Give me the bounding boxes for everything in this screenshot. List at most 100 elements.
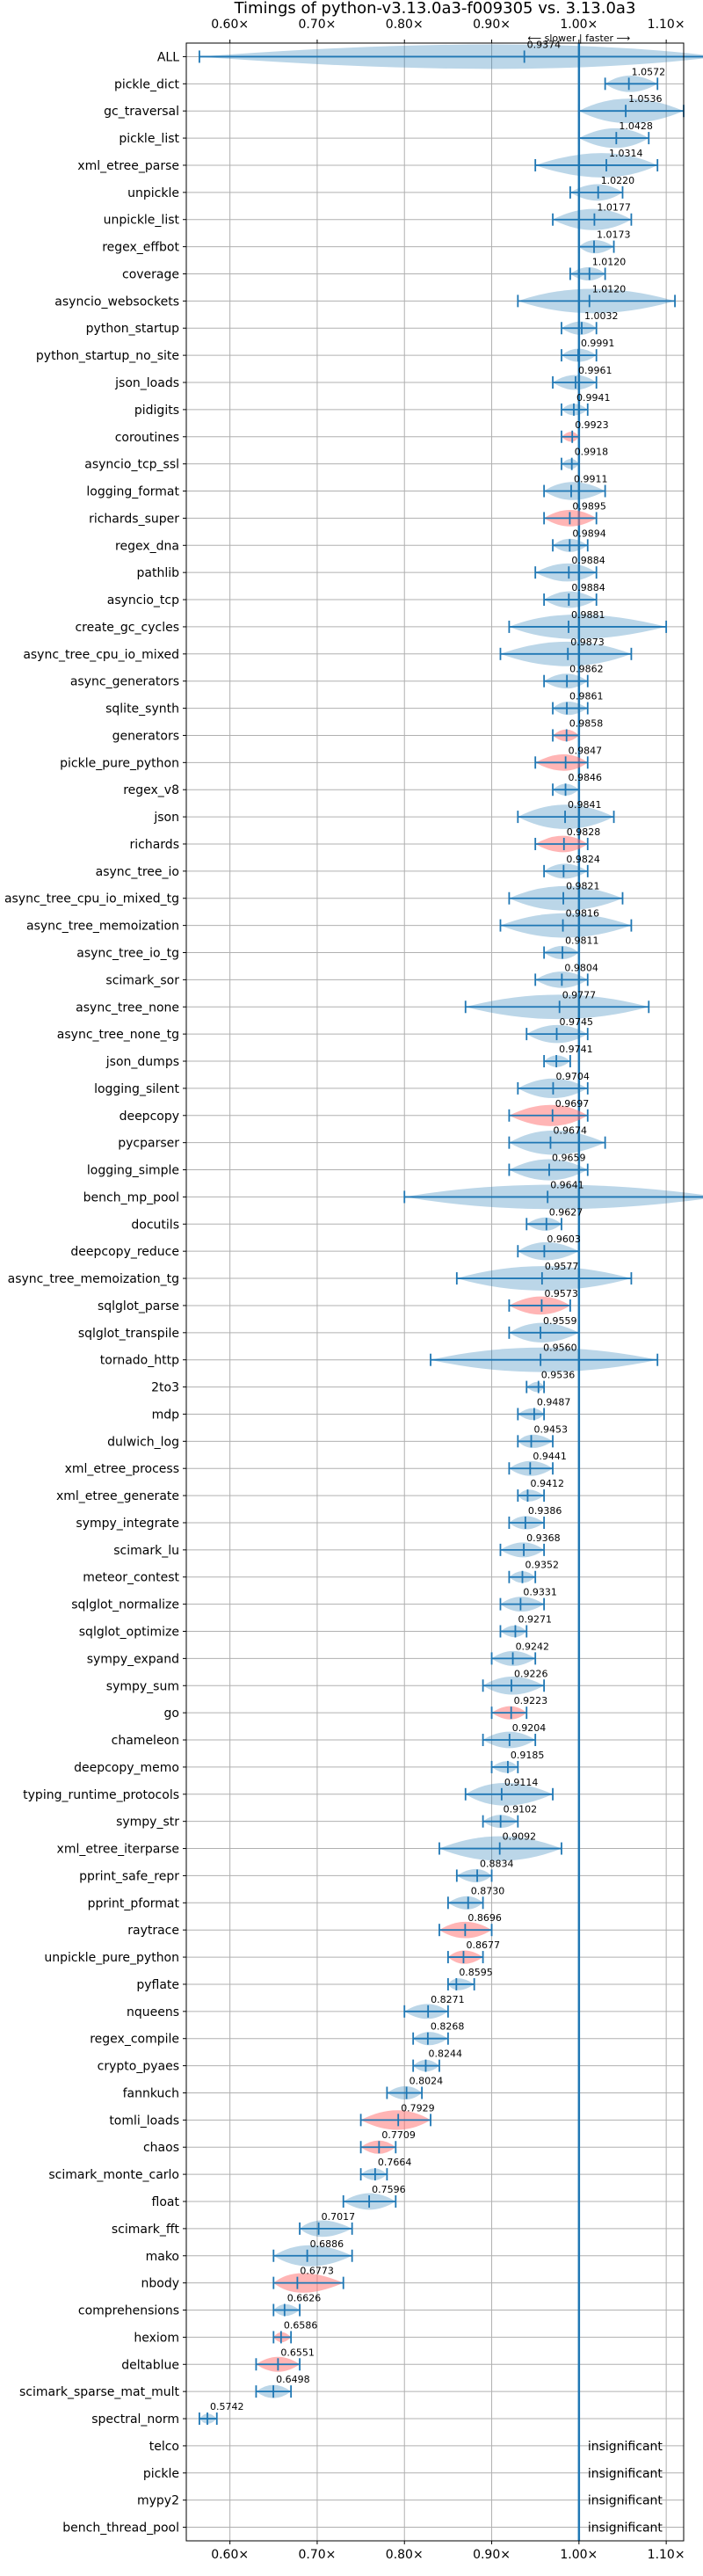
value-label: 0.9881 [571,609,605,621]
chart-title: Timings of python-v3.13.0a3-f009305 vs. … [234,0,636,18]
benchmark-label: richards_super [89,512,179,526]
benchmark-label: unpickle_pure_python [44,1951,179,1965]
benchmark-label: sqlglot_optimize [79,1626,179,1640]
value-label: 0.9846 [569,772,603,783]
benchmark-label: xml_etree_generate [56,1489,179,1503]
benchmark-label: deepcopy_reduce [70,1245,179,1259]
benchmark-label: crypto_pyaes [98,2060,179,2074]
value-label: 0.9441 [533,1451,567,1462]
value-label: 0.9821 [566,881,600,892]
benchmark-label: async_generators [70,675,179,689]
benchmark-label: sqlglot_normalize [71,1598,179,1612]
benchmark-label: logging_format [86,485,179,499]
value-label: 0.9894 [572,528,606,539]
value-label: 0.9271 [518,1614,552,1626]
value-label: 0.9374 [527,39,562,50]
value-label: 0.9453 [534,1423,569,1435]
value-label: 0.7596 [372,2184,406,2195]
value-label: 0.8595 [459,1967,493,1978]
benchmark-label: pickle_pure_python [60,756,179,770]
benchmark-label: xml_etree_process [65,1462,179,1476]
grid [186,43,684,2541]
direction-label: ⟵ slower | faster ⟶ [527,33,630,44]
value-label: 0.9204 [512,1722,547,1734]
value-label: 0.9352 [525,1560,559,1571]
benchmark-label: nbody [141,2277,180,2291]
x-tick-label-bottom: 0.90× [473,2548,511,2562]
benchmark-label: async_tree_memoization [26,920,179,934]
benchmark-label: python_startup [86,322,179,336]
benchmark-label: async_tree_cpu_io_mixed_tg [4,892,179,906]
value-label: 0.9560 [543,1343,577,1354]
value-label: 0.9368 [526,1532,561,1544]
value-label: 0.9102 [504,1804,538,1816]
value-label: 1.0120 [592,283,627,295]
insignificant-label: insignificant [588,2467,663,2481]
x-tick-label-bottom: 0.80× [386,2548,424,2562]
benchmark-label: docutils [131,1218,179,1232]
value-label: 0.9918 [575,447,609,458]
value-label: 1.0173 [597,229,631,241]
benchmark-label: ALL [157,50,179,64]
benchmark-label: pyflate [136,1978,179,1992]
benchmark-label: sympy_sum [106,1679,179,1693]
benchmark-label: regex_v8 [123,783,179,797]
benchmark-label: regex_dna [115,539,179,553]
benchmark-label: pickle_list [119,132,179,146]
value-label: 0.9412 [530,1478,564,1489]
benchmark-label: scimark_sor [105,973,179,987]
benchmark-label: pprint_pformat [88,1896,180,1910]
benchmark-label: mypy2 [137,2494,179,2508]
value-label: 0.9777 [562,989,597,1001]
x-tick-label-bottom: 0.60× [211,2548,249,2562]
benchmark-label: xml_etree_parse [77,159,179,173]
value-label: 0.8268 [431,2021,465,2033]
benchmark-label: sympy_integrate [76,1517,179,1531]
value-label: 1.0572 [632,66,666,77]
benchmark-label: coroutines [115,431,179,445]
value-label: 0.9884 [571,555,605,566]
benchmark-label: unpickle_list [104,214,180,228]
value-label: 0.9884 [571,582,605,593]
value-label: 0.8834 [480,1858,514,1869]
benchmark-label: xml_etree_iterparse [57,1843,179,1857]
value-label: 0.9185 [511,1750,545,1761]
value-label: 0.9858 [569,717,604,729]
value-label: 0.9659 [552,1153,586,1164]
value-label: 0.9092 [503,1831,537,1843]
benchmark-label: float [152,2195,180,2209]
benchmark-label: coverage [122,267,179,281]
value-label: 0.9862 [569,664,604,675]
value-label: 0.9331 [523,1587,557,1598]
value-label: 0.9911 [574,474,608,485]
x-tick-label-top: 0.70× [298,18,336,32]
benchmark-label: deepcopy [120,1110,179,1124]
benchmark-label: pickle_dict [114,77,180,91]
value-label: 1.0314 [609,148,643,159]
benchmark-label: chameleon [112,1734,179,1748]
benchmark-label: asyncio_websockets [54,295,179,309]
value-label: 0.9861 [569,691,604,702]
value-label: 1.0032 [584,310,619,322]
insignificant-label: insignificant [588,2494,663,2508]
benchmark-label: richards [130,838,180,852]
benchmark-label: bench_thread_pool [62,2521,179,2536]
value-label: 0.9674 [553,1125,587,1137]
benchmark-label: regex_compile [90,2033,179,2047]
value-label: 0.9804 [564,962,598,973]
benchmark-label: logging_silent [94,1082,179,1096]
benchmark-label: mdp [152,1408,180,1422]
value-label: 0.9536 [541,1370,576,1381]
value-label: 0.8024 [409,2075,444,2086]
benchmark-label: deepcopy_memo [74,1761,179,1775]
value-label: 0.6626 [287,2293,322,2304]
benchmark-label: go [164,1706,179,1721]
benchmark-label: tornado_http [100,1354,179,1368]
value-label: 0.9816 [566,908,600,920]
x-tick-label-top: 0.80× [386,18,424,32]
value-label: 0.9961 [578,365,612,376]
benchmark-label: 2to3 [151,1381,179,1395]
value-label: 0.8271 [431,1994,464,2005]
value-label: 1.0177 [597,202,631,214]
benchmark-label: async_tree_io_tg [76,946,179,960]
